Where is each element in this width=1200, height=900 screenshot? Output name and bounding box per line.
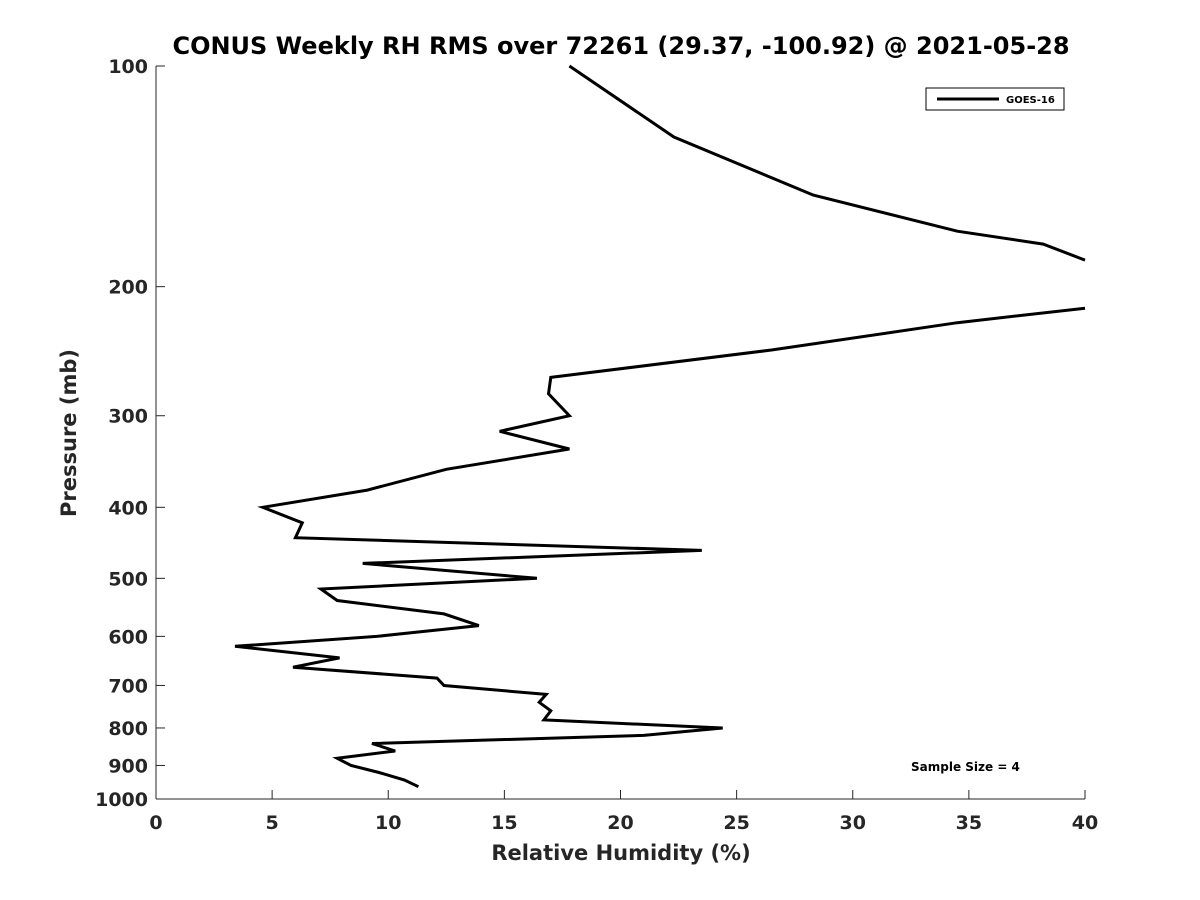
x-tick-label: 20: [607, 812, 633, 834]
y-tick-label: 1000: [95, 789, 148, 811]
x-tick-label: 10: [375, 812, 401, 834]
x-tick-label: 0: [149, 812, 162, 834]
legend-label-goes-16: GOES-16: [1006, 95, 1055, 106]
x-tick-label: 35: [956, 812, 982, 834]
y-tick-label: 100: [108, 56, 148, 78]
series-line-goes-16: [234, 64, 1086, 789]
x-tick-label: 25: [723, 812, 749, 834]
x-tick-label: 30: [840, 812, 866, 834]
y-tick-label: 500: [108, 568, 148, 590]
x-tick-label: 15: [491, 812, 517, 834]
y-tick-label: 200: [108, 277, 148, 299]
y-tick-label: 600: [108, 626, 148, 648]
y-tick-label: 800: [108, 718, 148, 740]
y-tick-label: 300: [108, 406, 148, 428]
legend: GOES-16: [925, 87, 1065, 111]
chart-title: CONUS Weekly RH RMS over 72261 (29.37, -…: [172, 32, 1069, 60]
y-tick-label: 400: [108, 497, 148, 519]
x-tick-label: 40: [1072, 812, 1098, 834]
ticks: 0 5 10 15 20 25 30 35 40 100 200 300 400 500 600 700 800…: [95, 56, 1098, 834]
y-tick-label: 700: [108, 675, 148, 697]
series-layer: [234, 64, 1086, 789]
sample-size-annotation: Sample Size = 4: [911, 760, 1020, 774]
x-axis-label: Relative Humidity (%): [491, 841, 750, 865]
x-tick-label: 5: [266, 812, 279, 834]
y-tick-label: 900: [108, 755, 148, 777]
y-axis-label: Pressure (mb): [57, 349, 81, 517]
